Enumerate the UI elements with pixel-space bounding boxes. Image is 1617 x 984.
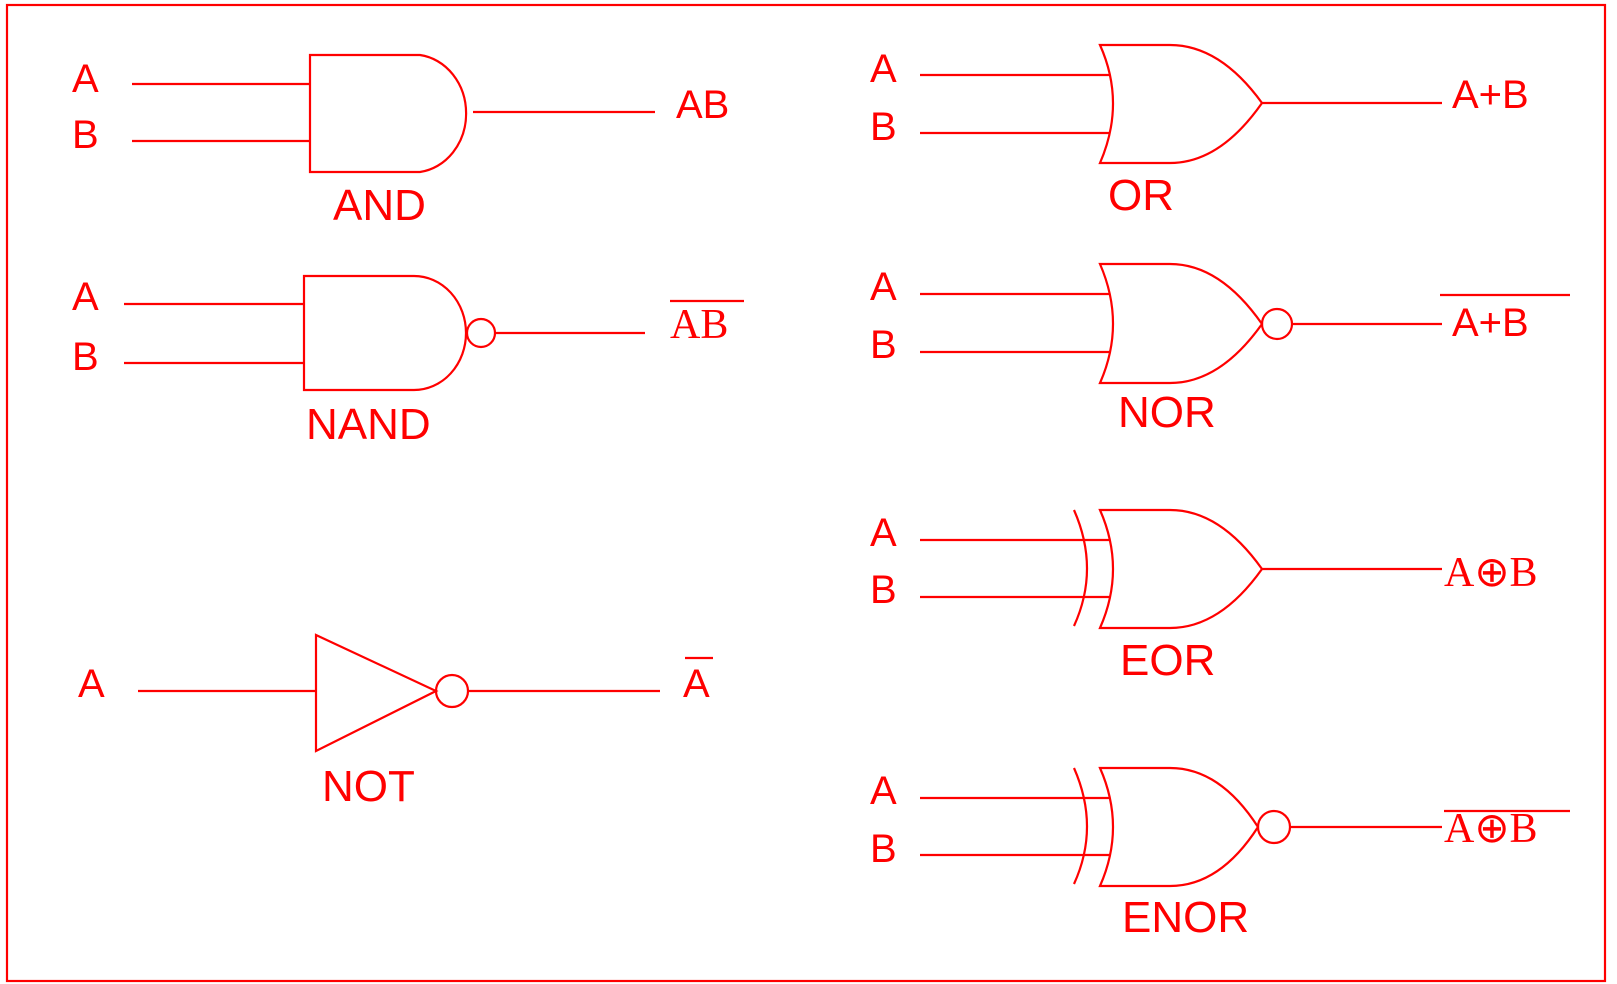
- and-gate-name: AND: [333, 181, 426, 230]
- or-input-b-label: B: [870, 105, 897, 149]
- nand-output-expression: AB: [670, 302, 728, 348]
- nand-inversion-bubble: [465, 317, 497, 349]
- enor-extra-input-arc: [1072, 767, 1089, 885]
- nand-input-a-label: A: [72, 275, 99, 319]
- enor-gate-symbol: [1098, 766, 1260, 888]
- and-gate-symbol: [308, 53, 468, 174]
- enor-gate-group: A B A⊕B ENOR: [870, 766, 1570, 942]
- enor-output-expression: A⊕B: [1444, 806, 1538, 852]
- nor-inversion-bubble: [1260, 307, 1294, 341]
- nor-gate-group: A B A+B NOR: [870, 262, 1570, 437]
- and-output-expression: AB: [676, 83, 729, 127]
- nand-gate-name: NAND: [306, 400, 431, 449]
- and-gate-group: A B AB AND: [72, 53, 729, 230]
- or-input-a-label: A: [870, 47, 897, 91]
- or-gate-group: A B A+B OR: [870, 43, 1529, 220]
- nor-gate-name: NOR: [1118, 388, 1216, 437]
- nor-gate-symbol: [1098, 262, 1264, 385]
- eor-output-expression: A⊕B: [1444, 550, 1538, 596]
- enor-inversion-bubble: [1256, 809, 1292, 845]
- diagram-border: [5, 3, 1607, 983]
- nor-output-expression: A+B: [1452, 301, 1529, 345]
- enor-input-b-label: B: [870, 827, 897, 871]
- eor-extra-input-arc: [1072, 509, 1089, 627]
- or-gate-symbol: [1098, 43, 1264, 165]
- not-inversion-bubble: [434, 673, 470, 709]
- nand-gate-group: A B AB NAND: [72, 274, 744, 449]
- not-gate-symbol: [314, 633, 439, 753]
- eor-gate-name: EOR: [1120, 636, 1215, 685]
- eor-input-b-label: B: [870, 568, 897, 612]
- nand-gate-symbol: [302, 274, 468, 392]
- nor-input-a-label: A: [870, 265, 897, 309]
- nand-input-b-label: B: [72, 335, 99, 379]
- eor-input-a-label: A: [870, 511, 897, 555]
- not-gate-name: NOT: [322, 762, 415, 811]
- or-gate-name: OR: [1108, 171, 1174, 220]
- and-input-b-label: B: [72, 113, 99, 157]
- not-output-expression: A: [683, 662, 710, 706]
- not-gate-group: A A NOT: [78, 633, 713, 811]
- enor-input-a-label: A: [870, 769, 897, 813]
- eor-gate-symbol: [1098, 508, 1264, 630]
- not-input-a-label: A: [78, 662, 105, 706]
- enor-gate-name: ENOR: [1122, 893, 1249, 942]
- nor-input-b-label: B: [870, 323, 897, 367]
- and-input-a-label: A: [72, 57, 99, 101]
- eor-gate-group: A B A⊕B EOR: [870, 508, 1538, 685]
- or-output-expression: A+B: [1452, 73, 1529, 117]
